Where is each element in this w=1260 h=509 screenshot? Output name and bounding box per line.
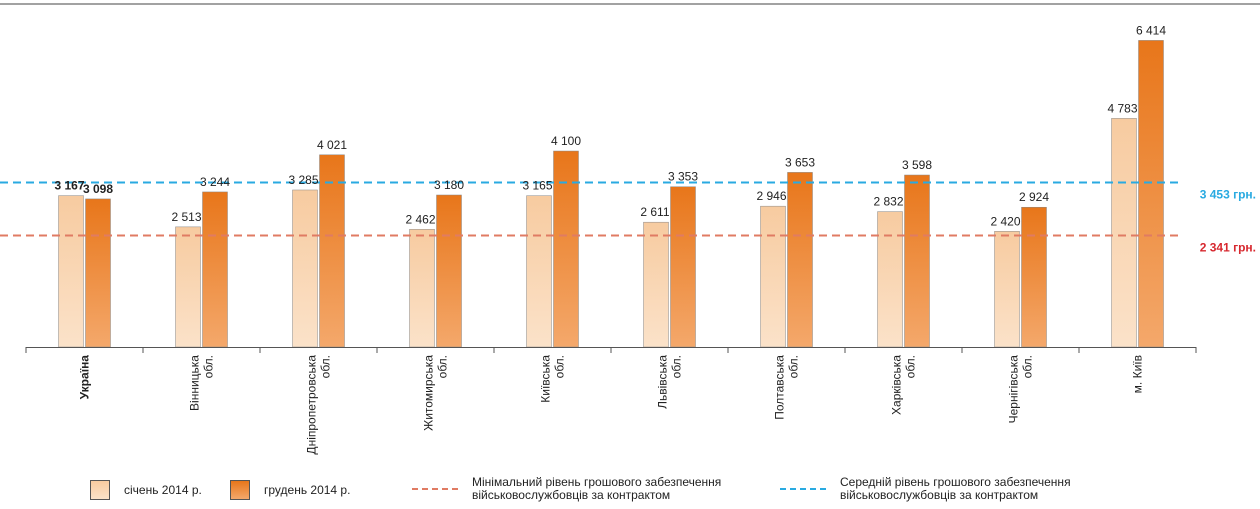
- legend-min-text: Мінімальний рівень грошового забезпеченн…: [472, 476, 721, 502]
- value-label-jan-8: 2 420: [990, 214, 1020, 228]
- legend-avg-text: Середній рівень грошового забезпечення в…: [840, 476, 1071, 502]
- bars-group: [58, 40, 1164, 348]
- category-label-9: м. Київ: [1131, 355, 1145, 393]
- value-label-jan-0: 3 167: [54, 179, 84, 193]
- category-label-2: Дніпропетровськаобл.: [305, 355, 333, 455]
- x-ticks: [25, 347, 1197, 353]
- legend-jan: січень 2014 р.: [90, 480, 202, 500]
- value-label-dec-6: 3 653: [785, 155, 815, 169]
- category-label-8: Чернігівськаобл.: [1007, 355, 1035, 424]
- value-label-dec-0: 3 098: [83, 182, 113, 196]
- category-label-0: Україна: [78, 355, 92, 400]
- bar-jan-2: [292, 189, 318, 348]
- reference-lines: 3 453 грн. 2 341 грн.: [0, 181, 1256, 255]
- bar-jan-6: [760, 205, 786, 348]
- value-label-dec-4: 4 100: [551, 134, 581, 148]
- legend: січень 2014 р. грудень 2014 р. Мінімальн…: [0, 472, 1260, 509]
- category-label-4: Київськаобл.: [539, 355, 567, 403]
- legend-min-line2: військовослужбовців за контрактом: [472, 488, 671, 502]
- category-label-5: Львівськаобл.: [656, 355, 684, 409]
- legend-avg-line1: Середній рівень грошового забезпечення: [840, 475, 1071, 489]
- value-label-dec-2: 4 021: [317, 138, 347, 152]
- bar-dec-3: [436, 194, 462, 348]
- bar-jan-0: [58, 195, 84, 348]
- legend-dec-swatch: [230, 480, 250, 500]
- value-label-dec-7: 3 598: [902, 158, 932, 172]
- category-labels: Україна Вінницькаобл. Дніпропетровськаобл.…: [78, 355, 1145, 455]
- bar-dec-9: [1138, 40, 1164, 348]
- bar-jan-4: [526, 195, 552, 348]
- bar-jan-5: [643, 221, 669, 348]
- legend-min-dash: [412, 488, 458, 490]
- bar-dec-4: [553, 150, 579, 348]
- bar-jan-3: [409, 229, 435, 348]
- value-label-dec-3: 3 180: [434, 178, 464, 192]
- bar-jan-9: [1111, 118, 1137, 348]
- legend-min-line: Мінімальний рівень грошового забезпеченн…: [412, 476, 721, 502]
- legend-jan-swatch: [90, 480, 110, 500]
- legend-dec-label: грудень 2014 р.: [264, 482, 351, 497]
- legend-avg-line2: військовослужбовців за контрактом: [840, 488, 1039, 502]
- bar-jan-7: [877, 211, 903, 348]
- bar-dec-5: [670, 186, 696, 348]
- legend-min-line1: Мінімальний рівень грошового забезпеченн…: [472, 475, 722, 489]
- value-label-jan-7: 2 832: [873, 195, 903, 209]
- value-label-dec-1: 3 244: [200, 175, 230, 189]
- value-label-jan-3: 2 462: [405, 212, 435, 226]
- value-label-jan-4: 3 165: [522, 179, 552, 193]
- bar-jan-8: [994, 231, 1020, 348]
- legend-jan-label: січень 2014 р.: [124, 482, 202, 497]
- bar-dec-2: [319, 154, 345, 348]
- value-label-jan-1: 2 513: [171, 210, 201, 224]
- legend-dec: грудень 2014 р.: [230, 480, 350, 500]
- category-label-1: Вінницькаобл.: [188, 355, 216, 411]
- value-label-jan-2: 3 285: [288, 173, 318, 187]
- value-label-jan-6: 2 946: [756, 189, 786, 203]
- legend-avg-line: Середній рівень грошового забезпечення в…: [780, 476, 1071, 502]
- bar-dec-1: [202, 191, 228, 348]
- value-label-jan-9: 4 783: [1107, 101, 1137, 115]
- value-label-dec-5: 3 353: [668, 170, 698, 184]
- bar-dec-6: [787, 172, 813, 348]
- bar-dec-0: [85, 198, 111, 348]
- bar-chart: 3 453 грн. 2 341 грн. Україна Вінницькаобл…: [0, 3, 1260, 455]
- bar-dec-8: [1021, 206, 1047, 348]
- category-label-6: Полтавськаобл.: [773, 355, 801, 420]
- value-label-dec-9: 6 414: [1136, 23, 1166, 37]
- category-label-3: Житомирськаобл.: [422, 355, 450, 431]
- value-label-dec-8: 2 924: [1019, 190, 1049, 204]
- bar-dec-7: [904, 174, 930, 348]
- reference-label-1: 2 341 грн.: [1200, 241, 1256, 255]
- category-label-7: Харківськаобл.: [890, 355, 918, 415]
- reference-label-0: 3 453 грн.: [1200, 188, 1256, 202]
- legend-avg-dash: [780, 488, 826, 490]
- bar-jan-1: [175, 226, 201, 348]
- value-label-jan-5: 2 611: [640, 205, 669, 219]
